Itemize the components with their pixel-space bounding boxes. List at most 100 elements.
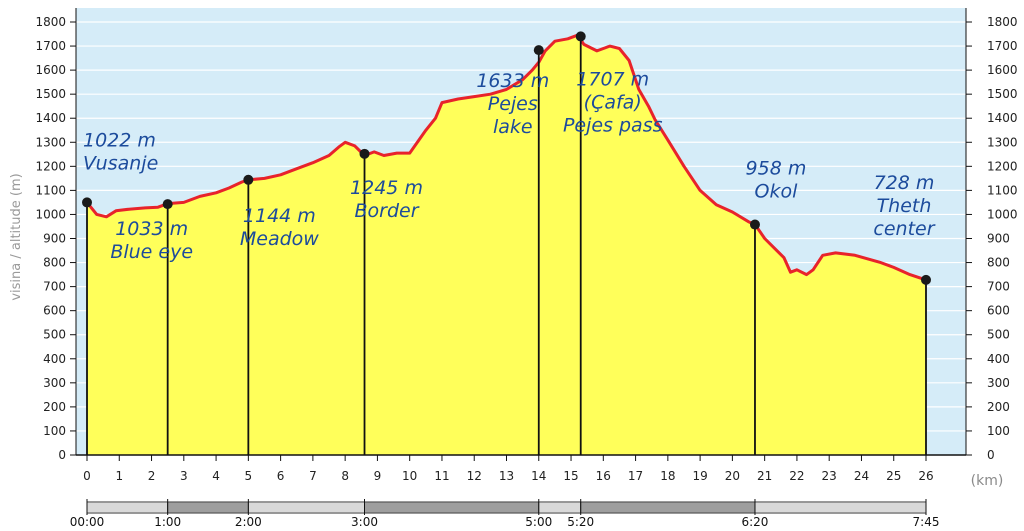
waypoint-label: lake: [493, 116, 533, 138]
time-segment: [538, 501, 582, 514]
time-label: 2:00: [235, 515, 262, 529]
waypoint-label: 1633 m: [476, 70, 549, 92]
y-tick-label: 900: [43, 232, 66, 246]
time-label: 6:20: [741, 515, 768, 529]
y-tick-label: 400: [43, 352, 66, 366]
x-tick-label: 22: [789, 469, 804, 483]
x-tick-label: 18: [660, 469, 675, 483]
x-tick-label: 10: [402, 469, 417, 483]
x-tick-label: 6: [277, 469, 285, 483]
y-tick-label: 900: [987, 232, 1010, 246]
waypoint-stems: [86, 36, 927, 455]
x-tick-label: 25: [886, 469, 901, 483]
x-tick-label: 17: [628, 469, 643, 483]
waypoint-label: Pejes: [488, 93, 538, 115]
time-label: 3:00: [351, 515, 378, 529]
y-axis-left: 0 100 200 300 400 500 600 700 800 900 1000 1100 1200…: [35, 15, 76, 462]
waypoint-label: Pejes pass: [563, 114, 663, 136]
y-tick-label: 700: [43, 280, 66, 294]
waypoint-label: 728 m: [874, 172, 935, 194]
profile-fill: [87, 35, 926, 455]
time-segment: [754, 501, 927, 514]
profile-area: [75, 8, 967, 456]
time-segment: [247, 501, 365, 514]
time-segment: [364, 501, 540, 514]
y-tick-label: 200: [43, 400, 66, 414]
waypoint-marker: [243, 174, 254, 185]
waypoint-label: 1022 m: [83, 129, 156, 151]
x-tick-label: 5: [245, 469, 253, 483]
x-tick-label: 23: [822, 469, 837, 483]
y-tick-label: 1100: [35, 183, 66, 197]
y-tick-label: 500: [987, 328, 1010, 342]
time-axis: 00:00 1:00 2:00 3:00 5:00 5:20 6:20 7:45: [70, 499, 939, 529]
waypoint-marker: [162, 199, 173, 210]
x-tick-label: 14: [531, 469, 546, 483]
y-tick-label: 1300: [987, 135, 1018, 149]
y-tick-label: 0: [987, 448, 995, 462]
x-tick-label: 4: [212, 469, 220, 483]
x-tick-label: 21: [757, 469, 772, 483]
y-tick-label: 500: [43, 328, 66, 342]
waypoint-label: 1033 m: [115, 218, 188, 240]
waypoint-marker: [82, 197, 92, 208]
y-tick-label: 1500: [987, 87, 1018, 101]
waypoint-label: Okol: [755, 181, 799, 203]
waypoint-label: center: [873, 218, 935, 240]
time-label: 5:20: [567, 515, 594, 529]
waypoint-label: Meadow: [240, 228, 319, 250]
waypoint-marker: [575, 31, 586, 42]
x-axis: 0 1 2 3 4 5 6 7 8 9 10 11 12 13 14 15 16 17 18 19 20 21 22 23 24…: [83, 455, 934, 483]
time-segment: [167, 501, 249, 514]
x-tick-label: 7: [309, 469, 317, 483]
time-label: 1:00: [154, 515, 181, 529]
y-tick-label: 1200: [987, 159, 1018, 173]
waypoint-marker: [533, 45, 544, 56]
y-axis-right: 0 100 200 300 400 500 600 700 800 900 1000 1100 1200…: [966, 15, 1018, 462]
x-tick-label: 0: [83, 469, 91, 483]
y-tick-label: 200: [987, 400, 1010, 414]
waypoint-label: 1245 m: [350, 177, 423, 199]
y-tick-label: 800: [43, 256, 66, 270]
x-tick-label: 12: [467, 469, 482, 483]
x-tick-label: 11: [434, 469, 449, 483]
y-tick-label: 600: [987, 304, 1010, 318]
waypoint-marker: [749, 219, 760, 230]
x-tick-label: 8: [341, 469, 349, 483]
x-tick-label: 16: [596, 469, 611, 483]
waypoint-label: Border: [354, 200, 419, 222]
waypoint-marker: [921, 274, 931, 285]
y-tick-label: 1500: [35, 87, 66, 101]
x-tick-label: 9: [374, 469, 382, 483]
waypoint-markers: [82, 31, 931, 285]
y-tick-label: 0: [58, 448, 66, 462]
waypoint-label: 958 m: [746, 158, 807, 180]
y-tick-label: 1400: [35, 111, 66, 125]
waypoint-label: Blue eye: [110, 241, 193, 263]
y-tick-label: 300: [43, 376, 66, 390]
waypoint-marker: [359, 148, 370, 159]
y-tick-label: 1000: [35, 207, 66, 221]
x-axis-unit: (km): [971, 473, 1004, 489]
x-tick-label: 26: [918, 469, 933, 483]
y-tick-label: 1400: [987, 111, 1018, 125]
time-segment: [86, 501, 169, 514]
y-tick-label: 1600: [987, 63, 1018, 77]
y-tick-label: 1200: [35, 159, 66, 173]
y-axis-title: visina / altitude (m): [9, 173, 24, 300]
x-tick-label: 19: [692, 469, 707, 483]
waypoint-label: Theth: [877, 195, 932, 217]
x-tick-label: 13: [499, 469, 514, 483]
y-tick-label: 1300: [35, 135, 66, 149]
x-tick-label: 2: [148, 469, 156, 483]
y-tick-label: 1800: [35, 15, 66, 29]
time-label: 5:00: [525, 515, 552, 529]
waypoint-label: Vusanje: [83, 152, 158, 174]
y-tick-label: 1600: [35, 63, 66, 77]
y-tick-label: 100: [43, 424, 66, 438]
waypoint-label: 1707 m: [576, 68, 649, 90]
y-tick-label: 300: [987, 376, 1010, 390]
y-tick-label: 1700: [35, 39, 66, 53]
y-tick-label: 1000: [987, 207, 1018, 221]
